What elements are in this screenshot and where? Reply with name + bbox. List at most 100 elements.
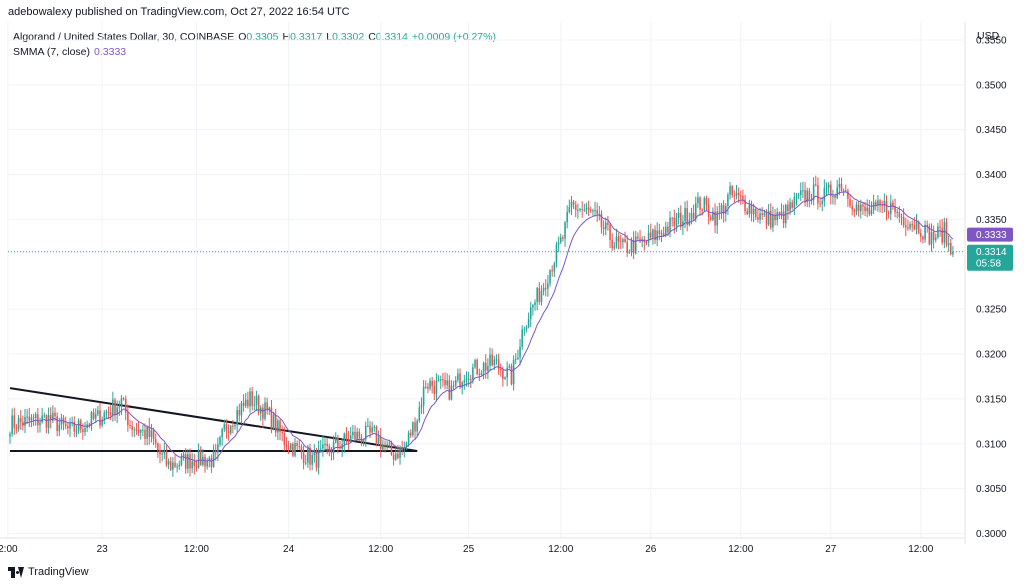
last-price-badge-bg xyxy=(967,244,1013,271)
candle xyxy=(407,430,410,447)
candle-body xyxy=(767,210,770,225)
time-axis[interactable]: 2:00 23 12:00 24 12:00 25 12:00 26 12:00 27 12:00 xyxy=(0,537,965,555)
candle xyxy=(412,421,414,438)
candle xyxy=(847,188,849,207)
trendlines[interactable] xyxy=(9,387,418,452)
time-tick-label: 26 xyxy=(645,544,657,555)
candle-body xyxy=(832,196,834,198)
candle xyxy=(609,222,611,249)
candle-body xyxy=(926,224,929,227)
candle xyxy=(489,347,491,372)
candle-body xyxy=(234,425,236,427)
candle-body xyxy=(52,412,54,421)
candle xyxy=(870,201,873,216)
candle xyxy=(60,413,63,430)
candle-body xyxy=(587,207,590,210)
candle-body xyxy=(294,443,296,456)
candle-body xyxy=(373,426,376,428)
candle-body xyxy=(679,212,682,227)
candle-body xyxy=(581,209,583,211)
candle-body xyxy=(124,398,127,413)
candle-body xyxy=(540,291,543,302)
candle xyxy=(759,207,761,224)
candle xyxy=(772,206,774,232)
candle-body xyxy=(467,378,470,380)
candle-body xyxy=(879,200,881,205)
candle xyxy=(94,408,97,423)
candle xyxy=(257,394,260,416)
candle-body xyxy=(889,202,892,214)
candle-body xyxy=(626,241,628,253)
candle xyxy=(446,373,448,390)
candle-body xyxy=(144,429,146,439)
candle xyxy=(527,312,530,329)
candle xyxy=(399,445,401,465)
candle-body xyxy=(232,425,234,427)
candle-body xyxy=(806,190,808,203)
candle xyxy=(324,437,326,450)
price-tick-label: 0.3250 xyxy=(976,305,1007,316)
candle-body xyxy=(915,221,918,230)
candle xyxy=(594,201,596,217)
candle-body xyxy=(287,447,290,450)
candle xyxy=(534,299,536,311)
candle xyxy=(712,207,714,222)
candle xyxy=(529,301,532,328)
candle-body xyxy=(392,454,395,460)
candle-body xyxy=(628,251,631,253)
candle xyxy=(836,179,838,200)
candle-body xyxy=(602,227,605,230)
candle xyxy=(883,193,886,213)
candle xyxy=(922,235,924,244)
candle-body xyxy=(165,451,168,465)
candle xyxy=(817,177,819,210)
candle xyxy=(11,408,13,437)
candle-body xyxy=(272,414,275,429)
candle-body xyxy=(538,287,541,302)
candle-body xyxy=(750,204,753,215)
candle-body xyxy=(97,410,99,415)
smma-badge-text: 0.3333 xyxy=(976,230,1007,241)
candle-body xyxy=(195,465,198,468)
candle-body xyxy=(24,416,26,426)
candle xyxy=(375,425,378,447)
candle xyxy=(476,358,478,376)
candle-body xyxy=(142,429,144,431)
candle xyxy=(866,199,868,218)
candle xyxy=(589,206,592,213)
candle xyxy=(253,395,256,411)
candle xyxy=(13,407,16,436)
candle xyxy=(484,354,487,379)
candle xyxy=(540,285,543,306)
candle xyxy=(373,424,376,432)
candle-body xyxy=(159,449,161,455)
candle xyxy=(502,366,504,387)
candle-body xyxy=(122,398,125,400)
candle-body xyxy=(652,229,654,238)
candle xyxy=(238,403,241,422)
candle-body xyxy=(452,385,455,387)
candle-body xyxy=(255,396,258,405)
candle-body xyxy=(219,437,221,445)
candle xyxy=(118,400,121,417)
candle-body xyxy=(495,359,498,361)
candle xyxy=(864,201,866,217)
candle-body xyxy=(817,185,819,204)
candle xyxy=(913,217,916,231)
candle-body xyxy=(268,407,271,410)
candle xyxy=(814,175,817,187)
candle xyxy=(806,187,808,208)
candle-body xyxy=(922,236,924,240)
price-axis[interactable]: 0.3550 0.3500 0.3450 0.3400 0.3350 0.3250 0.32… xyxy=(964,22,1007,544)
candle xyxy=(409,429,412,438)
candle xyxy=(41,407,43,424)
candle-body xyxy=(883,200,886,206)
candle xyxy=(90,410,93,431)
candle-body xyxy=(697,197,699,204)
candle-body xyxy=(583,209,586,211)
candle-body xyxy=(502,370,504,379)
descending-trendline[interactable] xyxy=(9,387,418,452)
candle-body xyxy=(139,430,142,433)
candle-body xyxy=(609,225,611,241)
